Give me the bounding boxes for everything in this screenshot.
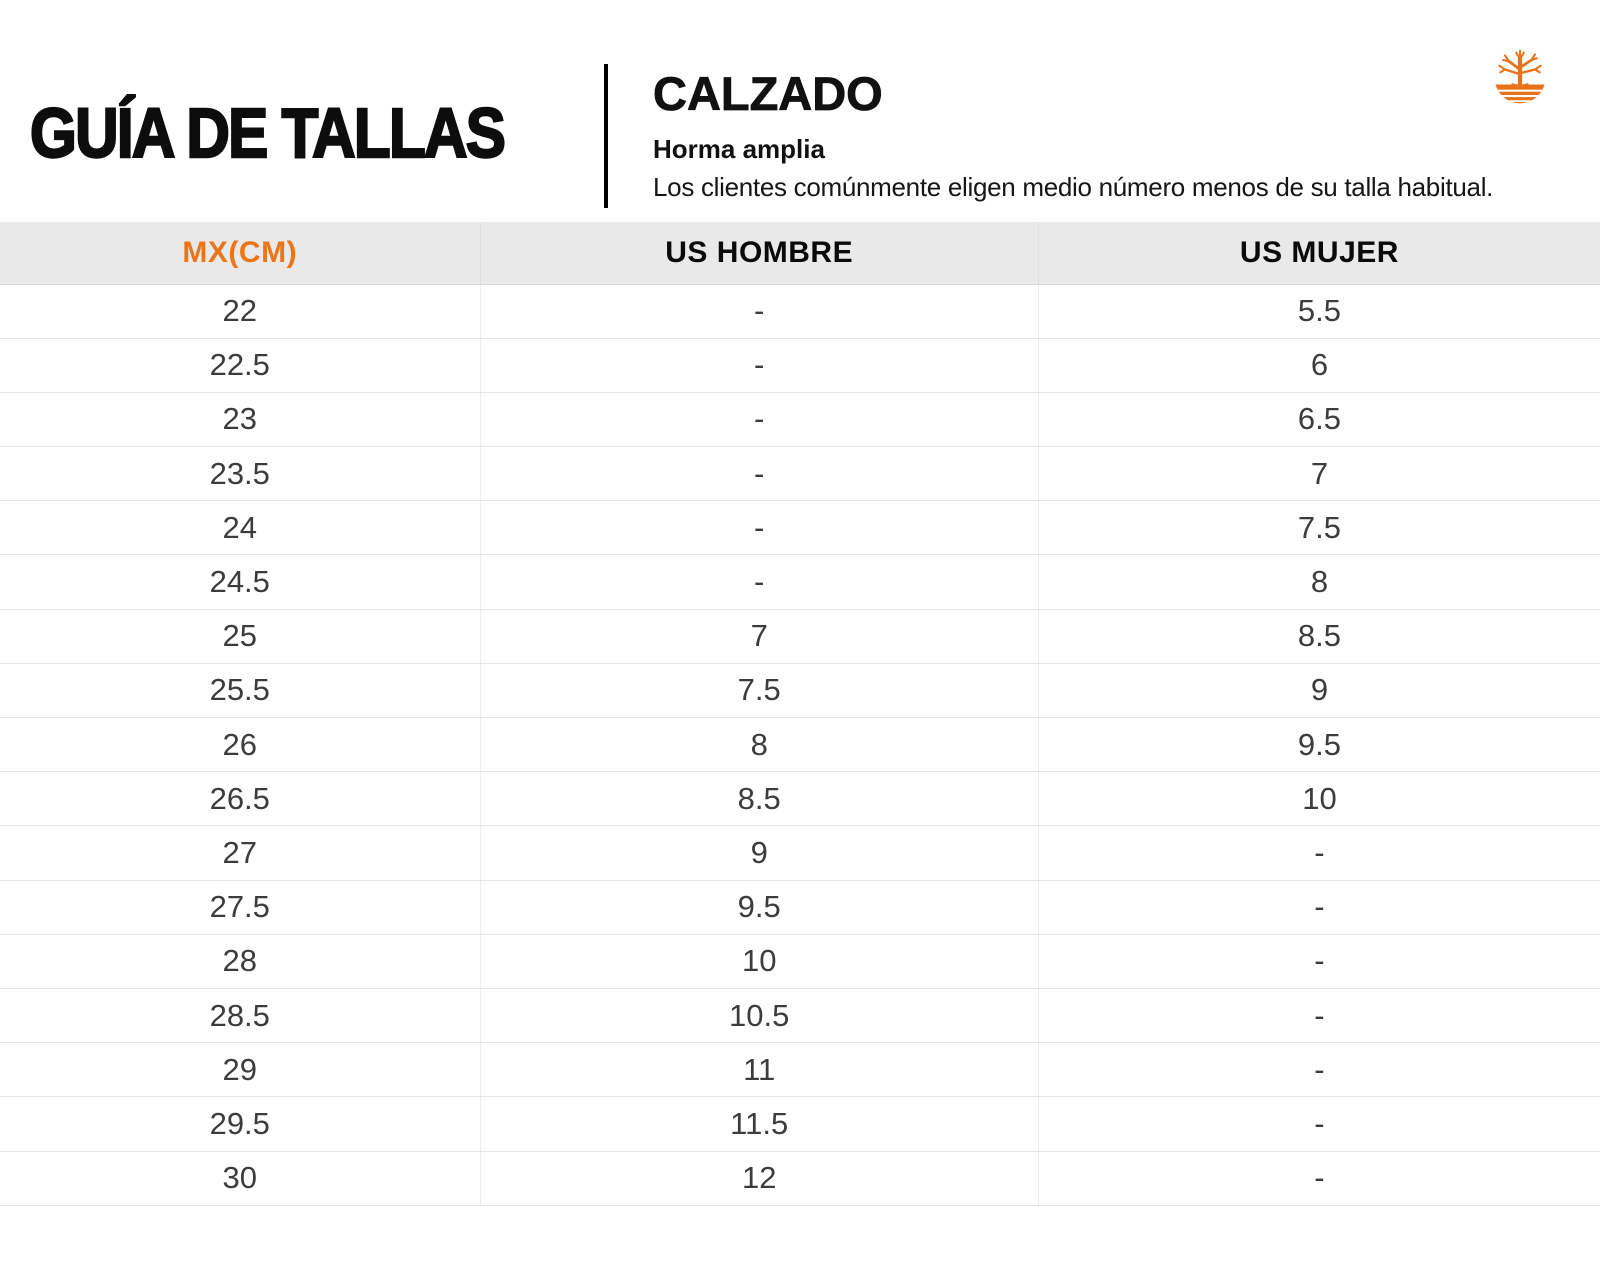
- page-title: GUÍA DE TALLAS: [29, 94, 507, 172]
- size-cell: -: [1037, 825, 1600, 881]
- size-row: 29.5 11.5-: [0, 1096, 1600, 1152]
- size-cell: -: [1037, 880, 1600, 935]
- size-row: 28 10-: [0, 934, 1600, 989]
- size-cell: 10: [479, 934, 1039, 989]
- size-row: 24.5-8: [0, 554, 1600, 610]
- size-cell: 23.5: [0, 446, 480, 502]
- size-cell: 28.5: [0, 988, 480, 1044]
- size-row: 26 8 9.5: [0, 717, 1600, 773]
- size-row: 23-6.5: [0, 392, 1600, 448]
- size-cell: 22: [0, 284, 480, 339]
- vertical-divider: [604, 64, 608, 208]
- size-cell: 25.5: [0, 663, 480, 719]
- size-row: 25.5 7.5 9: [0, 663, 1600, 719]
- size-cell: 11.5: [479, 1096, 1039, 1152]
- size-cell: -: [479, 500, 1039, 556]
- size-cell: 24.5: [0, 554, 480, 610]
- fit-label: Horma amplia: [653, 134, 825, 164]
- size-cell: 30: [0, 1151, 480, 1206]
- size-row: 28.5 10.5-: [0, 988, 1600, 1044]
- size-cell: 8: [479, 717, 1039, 773]
- column-header-us-mujer: US MUJER: [1037, 222, 1600, 285]
- size-cell: -: [479, 554, 1039, 610]
- size-row: 27 9-: [0, 825, 1600, 881]
- page-header: GUÍA DE TALLAS CALZADO Horma amplia Los …: [0, 0, 1600, 222]
- size-row: 24-7.5: [0, 500, 1600, 556]
- size-cell: 26: [0, 717, 480, 773]
- size-cell: 9.5: [1037, 717, 1600, 773]
- size-row: 29 11-: [0, 1042, 1600, 1098]
- size-cell: 26.5: [0, 771, 480, 827]
- size-cell: -: [1037, 1042, 1600, 1098]
- size-cell: -: [1037, 934, 1600, 989]
- size-row: 23.5-7: [0, 446, 1600, 502]
- size-cell: 8.5: [479, 771, 1039, 827]
- size-cell: 9: [479, 825, 1039, 881]
- size-cell: 7: [1037, 446, 1600, 502]
- size-cell: 28: [0, 934, 480, 989]
- header-row: MX(CM) US HOMBRE US MUJER: [0, 222, 1600, 285]
- size-cell: 23: [0, 392, 480, 448]
- size-cell: 22.5: [0, 338, 480, 393]
- size-cell: -: [1037, 988, 1600, 1044]
- size-cell: 25: [0, 609, 480, 664]
- size-cell: 24: [0, 500, 480, 556]
- size-cell: -: [479, 284, 1039, 339]
- size-row: 26.5 8.5 10: [0, 771, 1600, 827]
- column-header-mx-cm: MX(CM): [0, 222, 480, 285]
- size-cell: 8: [1037, 554, 1600, 610]
- column-header-us-hombre: US HOMBRE: [479, 222, 1039, 285]
- logo-ground: [1494, 84, 1546, 104]
- size-row: 22.5-6: [0, 338, 1600, 393]
- size-cell: -: [1037, 1151, 1600, 1206]
- size-cell: 7.5: [1037, 500, 1600, 556]
- timberland-tree-logo-icon: [1494, 49, 1546, 104]
- size-cell: 8.5: [1037, 609, 1600, 664]
- size-cell: 6: [1037, 338, 1600, 393]
- size-cell: -: [1037, 1096, 1600, 1152]
- size-row: 22-5.5: [0, 284, 1600, 339]
- size-cell: 7.5: [479, 663, 1039, 719]
- size-cell: 11: [479, 1042, 1039, 1098]
- category-title: CALZADO: [653, 67, 884, 120]
- size-cell: 27: [0, 825, 480, 881]
- size-table: MX(CM) US HOMBRE US MUJER 22-5.5 22.5-6 23…: [0, 222, 1600, 1206]
- size-cell: 29.5: [0, 1096, 480, 1152]
- category-block: CALZADO Horma amplia Los clientes comúnm…: [653, 70, 1563, 203]
- size-cell: 10: [1037, 771, 1600, 827]
- size-row: 30 12-: [0, 1151, 1600, 1206]
- size-cell: -: [479, 446, 1039, 502]
- size-cell: 9: [1037, 663, 1600, 719]
- size-row: 25 7 8.5: [0, 609, 1600, 664]
- fit-note: Los clientes comúnmente eligen medio núm…: [653, 172, 1494, 202]
- size-cell: -: [479, 392, 1039, 448]
- size-table-body: 22-5.5 22.5-6 23-6.5 23.5-7 24-7.5 24.5-8 25 7 8…: [0, 284, 1600, 1206]
- size-cell: 29: [0, 1042, 480, 1098]
- size-cell: 27.5: [0, 880, 480, 935]
- size-cell: 12: [479, 1151, 1039, 1206]
- size-cell: -: [479, 338, 1039, 393]
- size-cell: 10.5: [479, 988, 1039, 1044]
- size-cell: 7: [479, 609, 1039, 664]
- size-cell: 6.5: [1037, 392, 1600, 448]
- size-row: 27.5 9.5-: [0, 880, 1600, 935]
- size-cell: 9.5: [479, 880, 1039, 935]
- size-table-header: MX(CM) US HOMBRE US MUJER: [0, 222, 1600, 285]
- size-cell: 5.5: [1037, 284, 1600, 339]
- logo-tree: [1498, 49, 1542, 89]
